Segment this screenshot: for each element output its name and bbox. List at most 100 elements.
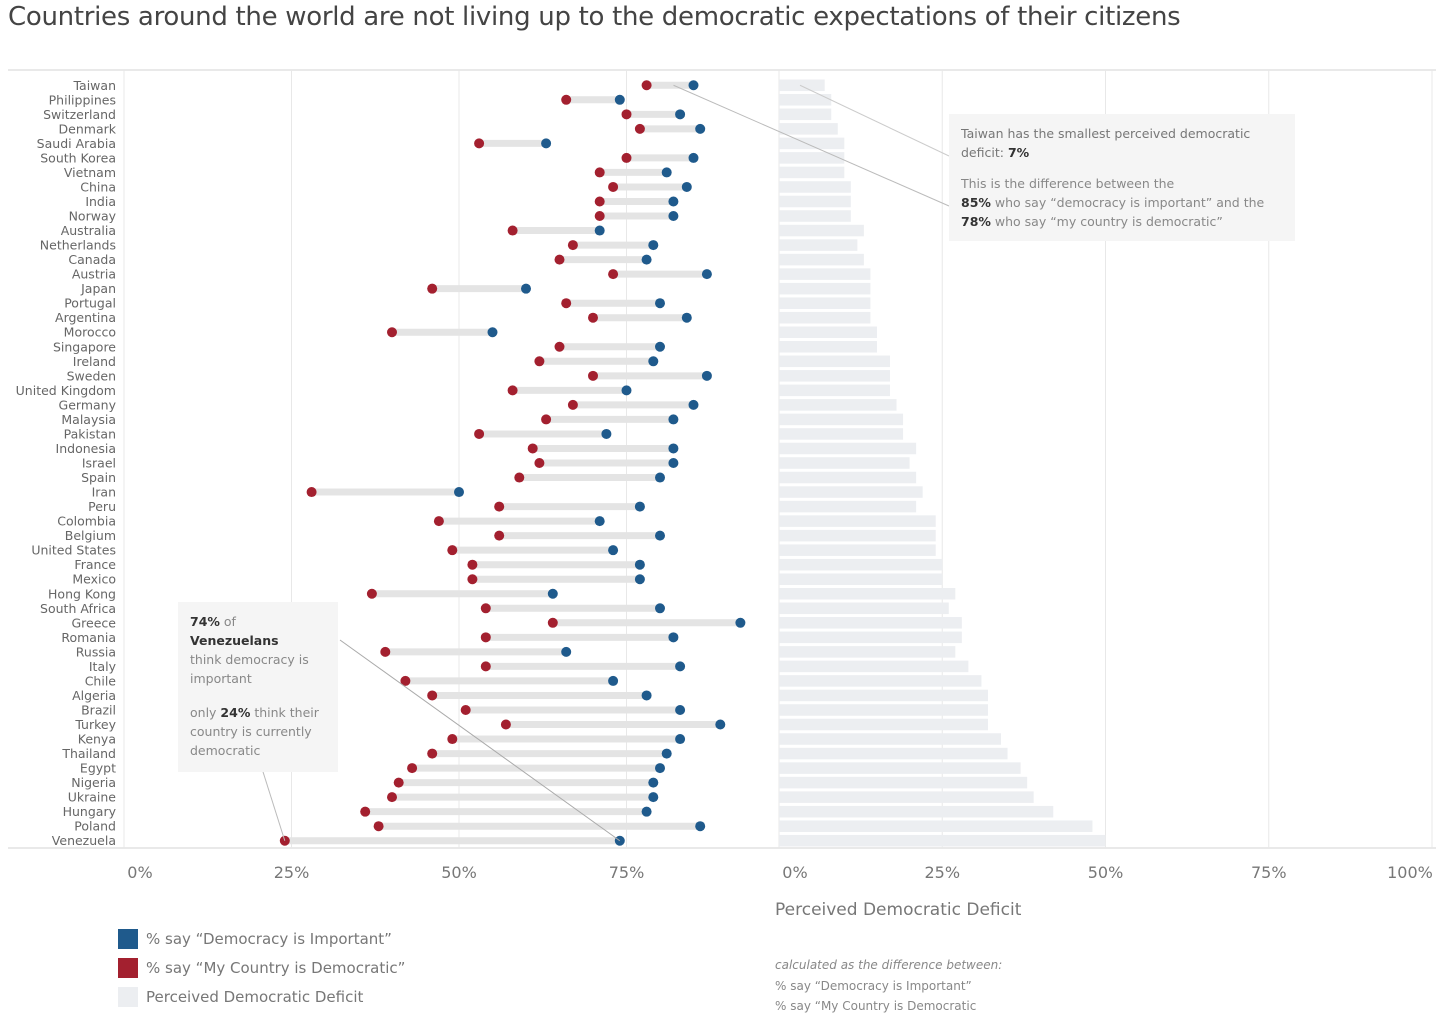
dot-democracy-important [688,399,699,410]
dot-my-country-democratic [608,181,619,192]
dot-democracy-important [634,574,645,585]
table-row: China [80,179,851,194]
dot-democracy-important [668,458,679,468]
dot-democracy-important [668,211,679,222]
legend-swatch-important [118,928,138,949]
dot-my-country-democratic [507,225,518,236]
dot-my-country-democratic [433,516,444,527]
table-row: Hong Kong [48,586,956,601]
dot-democracy-important [655,472,665,483]
deficit-bar [779,123,838,135]
country-label: Japan [80,281,116,296]
dot-my-country-democratic [608,269,619,280]
table-row: Malaysia [61,412,904,427]
deficit-bar [779,834,1106,847]
venezuela-important-leader-line [339,639,621,842]
dot-my-country-democratic [588,370,598,381]
table-row: Egypt [80,761,1021,776]
deficit-bar [779,297,871,309]
country-label: Australia [61,223,116,238]
deficit-bar [779,239,858,251]
table-row: Germany [59,397,897,412]
deficit-bar [779,544,936,556]
legend-item-important[interactable]: % say “Democracy is Important” [118,924,405,953]
dot-democracy-important [688,152,699,163]
dot-democracy-important [668,414,679,425]
x-tick-label: 75% [609,863,645,882]
dot-democracy-important [655,298,665,309]
dot-democracy-important [655,530,665,541]
dot-my-country-democratic [527,443,538,454]
dot-my-country-democratic [467,574,478,585]
country-label: Spain [81,470,116,485]
dot-my-country-democratic [400,675,411,686]
x-tick-label: 0% [127,863,152,882]
dot-democracy-important [681,181,692,192]
dot-my-country-democratic [387,792,397,803]
dot-democracy-important [695,821,706,832]
country-label: Venezuela [52,833,116,848]
table-row: Indonesia [56,441,917,456]
dot-democracy-important [661,748,672,759]
deficit-bar [779,94,832,106]
deficit-bar [779,152,845,164]
dot-my-country-democratic [427,748,438,759]
table-row: Israel [82,456,910,471]
country-label: Chile [85,673,117,688]
legend-item-democratic[interactable]: % say “My Country is Democratic” [118,953,405,982]
dot-democracy-important [661,167,672,178]
table-row: Singapore [53,339,877,354]
country-label: Netherlands [40,238,116,253]
deficit-bar [779,326,877,339]
legend-swatch-democratic [118,957,138,978]
country-label: Germany [59,397,117,412]
dot-democracy-important [594,516,605,527]
dot-democracy-important [735,617,746,628]
country-label: Hungary [63,804,117,819]
table-row: Italy [89,659,969,674]
legend-item-deficit[interactable]: Perceived Democratic Deficit [118,982,405,1011]
country-label: Egypt [80,761,116,776]
deficit-bar [779,442,917,455]
table-row: Thailand [61,746,1008,761]
dot-democracy-important [648,240,659,251]
x-tick-label: 25% [924,863,960,882]
deficit-bar [779,558,943,571]
country-label: Switzerland [43,107,116,122]
dot-my-country-democratic [373,821,384,832]
table-row: Portugal [64,296,871,311]
country-label: South Africa [40,601,116,616]
table-row: Hungary [63,804,1054,819]
dot-democracy-important [681,312,692,323]
deficit-bar [779,268,871,280]
deficit-bar [779,631,962,644]
table-row: Colombia [57,514,936,529]
deficit-bar [779,457,910,469]
dot-democracy-important [634,501,645,512]
country-label: Nigeria [71,775,116,790]
dot-democracy-important [675,109,686,120]
table-row: South Africa [40,601,949,616]
calculation-note: calculated as the difference between: % … [775,955,1002,1017]
table-row: United States [31,543,936,558]
deficit-bar [779,587,956,600]
table-row: Switzerland [43,107,832,122]
dot-democracy-important [648,777,659,788]
deficit-bar [779,224,864,237]
deficit-bar [779,747,1008,760]
deficit-bar [779,471,917,484]
dot-democracy-important [655,603,665,614]
country-label: Algeria [72,688,116,703]
dot-democracy-important [454,487,464,498]
table-row: Argentina [55,310,871,325]
deficit-bar [779,704,988,716]
deficit-bar [779,718,988,731]
table-row: Ireland [73,354,891,369]
deficit-bar [779,733,1002,745]
deficit-bar [779,181,851,193]
country-label: Brazil [81,702,116,717]
dot-my-country-democratic [494,530,505,541]
dot-democracy-important [521,283,531,294]
dot-my-country-democratic [634,123,645,134]
